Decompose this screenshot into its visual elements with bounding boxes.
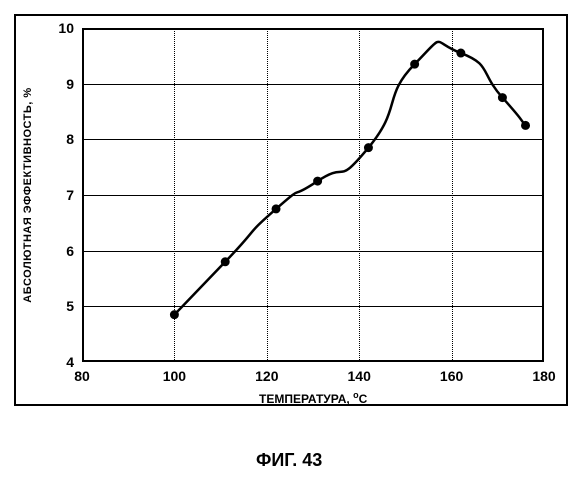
y-tick-label: 10	[58, 20, 82, 36]
series-marker	[221, 258, 229, 266]
series-marker	[522, 121, 530, 129]
figure-root: 4567891080100120140160180 АБСОЛЮТНАЯ ЭФФ…	[0, 0, 578, 500]
line-series	[82, 28, 544, 362]
y-tick-label: 6	[66, 243, 82, 259]
y-tick-label: 9	[66, 76, 82, 92]
y-tick-label: 8	[66, 131, 82, 147]
x-tick-label: 100	[163, 362, 186, 384]
y-axis-label: АБСОЛЮТНАЯ ЭФФЕКТИВНОСТЬ, %	[22, 87, 34, 302]
x-tick-label: 120	[255, 362, 278, 384]
series-marker	[170, 311, 178, 319]
y-tick-label: 7	[66, 187, 82, 203]
series-marker	[498, 94, 506, 102]
series-line	[174, 42, 525, 315]
plot-area: 4567891080100120140160180	[82, 28, 544, 362]
x-tick-label: 140	[348, 362, 371, 384]
y-tick-label: 5	[66, 298, 82, 314]
series-marker	[457, 49, 465, 57]
x-tick-label: 180	[532, 362, 555, 384]
x-tick-label: 80	[74, 362, 90, 384]
figure-caption: ФИГ. 43	[256, 450, 322, 471]
series-marker	[272, 205, 280, 213]
series-marker	[364, 144, 372, 152]
series-marker	[314, 177, 322, 185]
x-tick-label: 160	[440, 362, 463, 384]
x-axis-label: ТЕМПЕРАТУРА, oC	[259, 390, 367, 406]
series-marker	[411, 60, 419, 68]
